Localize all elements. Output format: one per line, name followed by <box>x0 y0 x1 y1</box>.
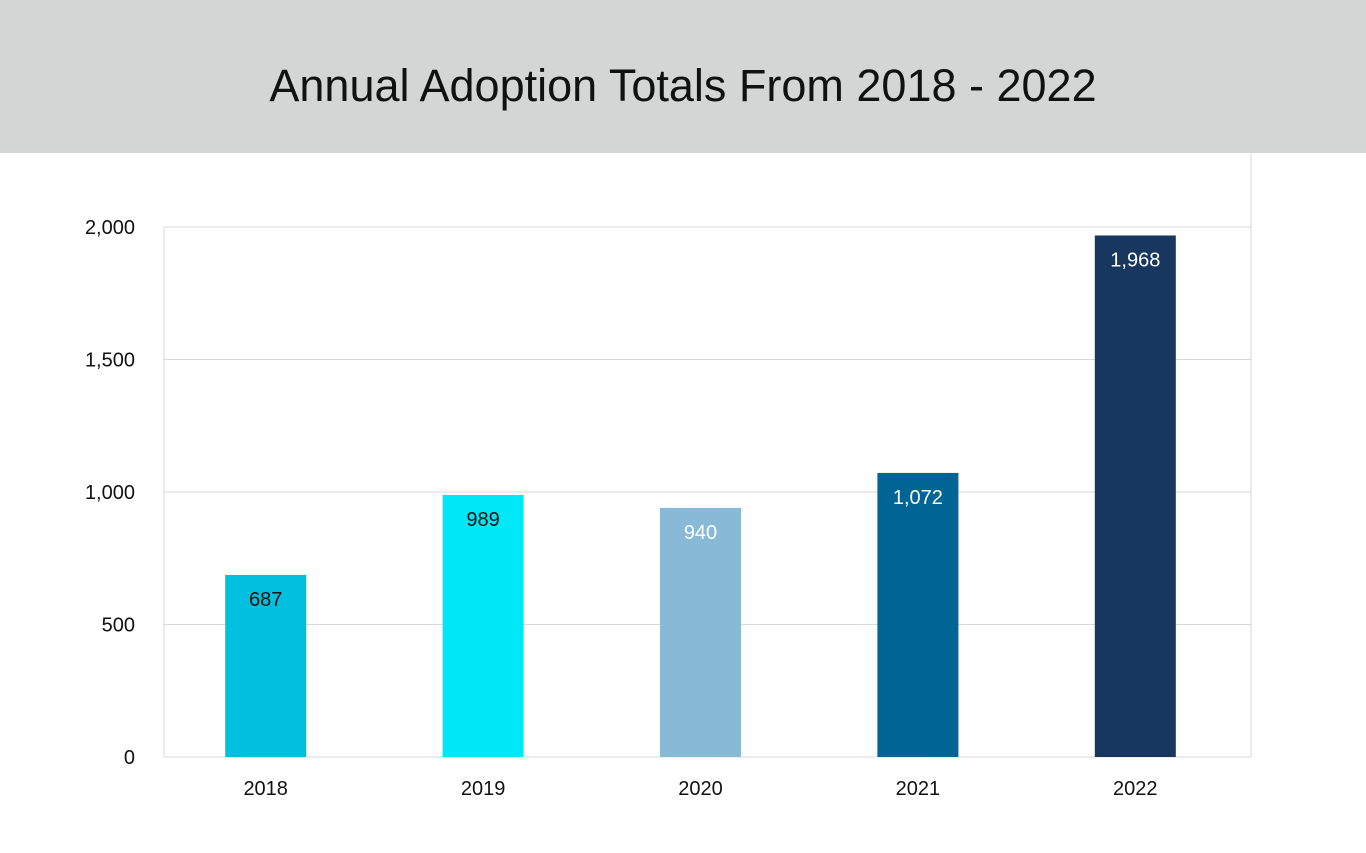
bars <box>225 235 1176 758</box>
data-label: 940 <box>684 522 717 544</box>
x-tick-label: 2019 <box>461 778 506 800</box>
x-tick-label: 2020 <box>678 778 723 800</box>
bar-2020 <box>660 507 741 757</box>
x-tick-label: 2021 <box>896 778 941 800</box>
data-label: 989 <box>466 509 499 531</box>
y-axis: 0 500 1,000 1,500 2,000 <box>85 217 135 769</box>
bar-2022 <box>1094 235 1176 758</box>
x-tick-label: 2022 <box>1113 778 1158 800</box>
y-tick-label: 1,500 <box>85 350 135 372</box>
bar-2019 <box>442 494 524 757</box>
data-label: 687 <box>249 589 282 611</box>
chart-title: Annual Adoption Totals From 2018 - 2022 <box>269 60 1097 111</box>
y-tick-label: 0 <box>124 747 135 769</box>
y-tick-label: 500 <box>102 615 135 637</box>
y-tick-label: 2,000 <box>85 217 135 239</box>
data-labels: 687 989 940 1,072 1,968 <box>249 249 1160 610</box>
x-tick-label: 2018 <box>243 778 288 800</box>
title-band <box>0 0 1366 153</box>
data-label: 1,072 <box>893 487 943 509</box>
bar-2018 <box>225 574 307 757</box>
bar-2021 <box>877 472 959 757</box>
x-axis: 2018 2019 2020 2021 2022 <box>243 778 1157 800</box>
y-tick-label: 1,000 <box>85 482 135 504</box>
data-label: 1,968 <box>1110 249 1160 271</box>
